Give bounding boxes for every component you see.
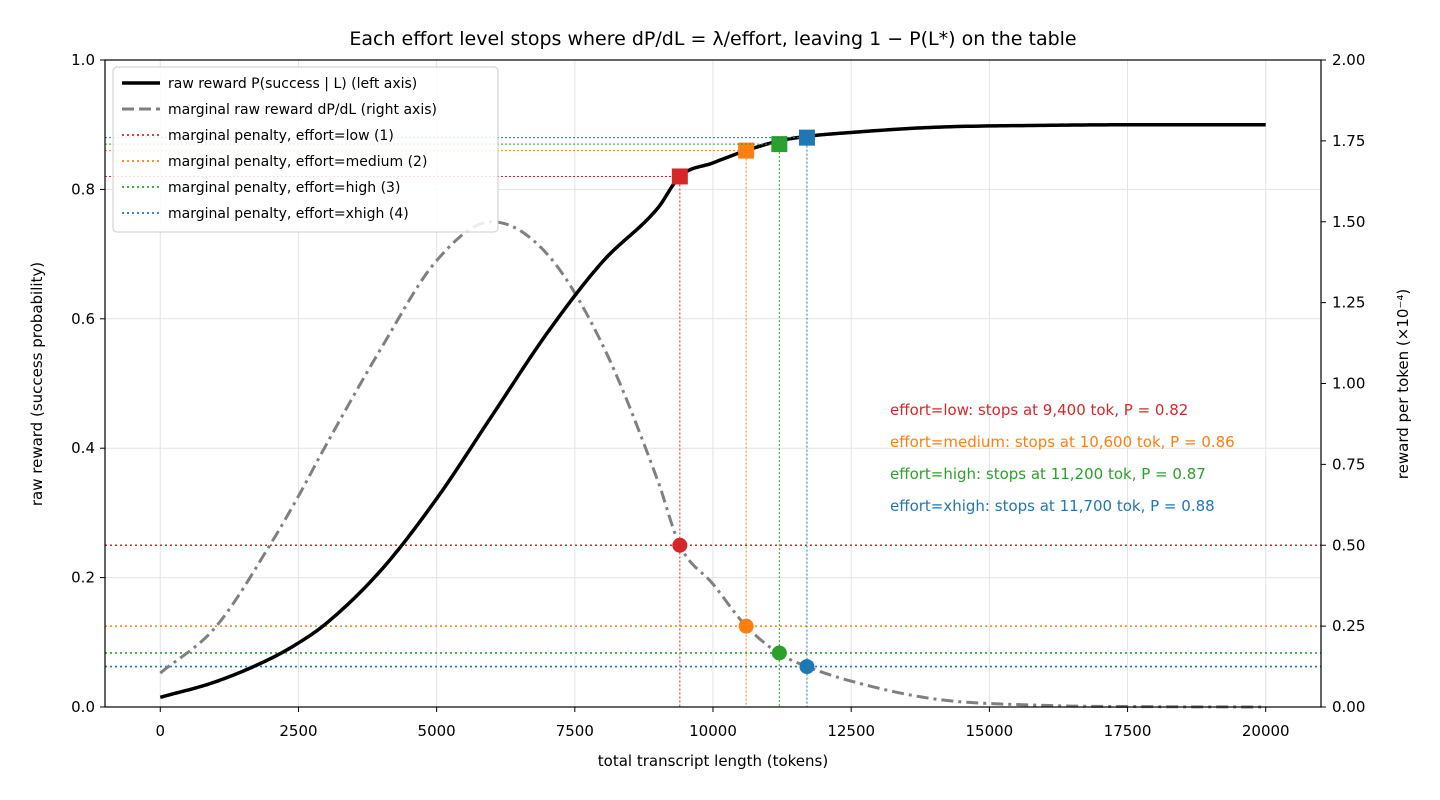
x-tick-label: 15000 [966, 722, 1014, 740]
legend: raw reward P(success | L) (left axis) mar… [112, 66, 499, 233]
annotations: effort=low: stops at 9,400 tok, P = 0.82… [890, 401, 1235, 515]
y-left-tick-label: 0.6 [71, 310, 95, 328]
x-axis-label: total transcript length (tokens) [598, 752, 828, 770]
y-right-tick-label: 1.50 [1332, 213, 1365, 231]
stop-circle-marker [672, 537, 688, 553]
y-right-tick-label: 0.75 [1332, 455, 1365, 473]
y-left-tick-label: 0.0 [71, 698, 95, 716]
y-right-tick-label: 1.25 [1332, 294, 1365, 312]
stop-square-marker [798, 129, 815, 146]
x-tick-label: 5000 [418, 722, 456, 740]
legend-label: marginal penalty, effort=medium (2) [168, 154, 427, 170]
stop-circle-marker [771, 645, 787, 661]
chart-title: Each effort level stops where dP/dL = λ/… [349, 28, 1076, 50]
effort-annotation: effort=xhigh: stops at 11,700 tok, P = 0… [890, 497, 1215, 515]
x-tick-label: 12500 [827, 722, 875, 740]
stop-circle-marker [738, 618, 754, 634]
y-right-tick-label: 1.75 [1332, 132, 1365, 150]
y-axis-left-label: raw reward (success probability) [28, 262, 46, 506]
axes: 0 2500 5000 7500 10000 12500 15000 17500 20000 0.… [71, 51, 1365, 740]
legend-label: raw reward P(success | L) (left axis) [168, 76, 417, 92]
stop-square-marker [671, 168, 688, 185]
stop-square-marker [771, 136, 788, 153]
stop-square-marker [738, 142, 755, 159]
y-axis-right-label: reward per token (×10⁻⁴) [1394, 289, 1412, 479]
y-right-tick-label: 1.00 [1332, 375, 1365, 393]
x-tick-label: 20000 [1242, 722, 1290, 740]
legend-label: marginal raw reward dP/dL (right axis) [168, 102, 437, 118]
x-tick-label: 10000 [689, 722, 737, 740]
raw-reward-curve [159, 122, 1266, 699]
y-right-tick-label: 0.00 [1332, 698, 1365, 716]
y-left-tick-label: 0.8 [71, 180, 95, 198]
legend-label: marginal penalty, effort=low (1) [168, 128, 394, 144]
stop-circle-marker [799, 659, 815, 675]
legend-label: marginal penalty, effort=xhigh (4) [168, 206, 409, 222]
y-right-tick-label: 0.25 [1332, 617, 1365, 635]
y-right-tick-label: 0.50 [1332, 536, 1365, 554]
y-right-tick-label: 2.00 [1332, 51, 1365, 69]
x-tick-label: 0 [155, 722, 165, 740]
effort-annotation: effort=low: stops at 9,400 tok, P = 0.82 [890, 401, 1188, 419]
y-left-tick-label: 1.0 [71, 51, 95, 69]
y-left-tick-label: 0.2 [71, 569, 95, 587]
x-tick-label: 7500 [556, 722, 594, 740]
x-tick-label: 2500 [279, 722, 317, 740]
x-tick-label: 17500 [1104, 722, 1152, 740]
data-layer [105, 122, 1321, 709]
legend-box [112, 66, 499, 233]
effort-annotation: effort=high: stops at 11,200 tok, P = 0.… [890, 465, 1206, 483]
y-left-tick-label: 0.4 [71, 439, 95, 457]
legend-label: marginal penalty, effort=high (3) [168, 180, 400, 196]
effort-annotation: effort=medium: stops at 10,600 tok, P = … [890, 433, 1235, 451]
